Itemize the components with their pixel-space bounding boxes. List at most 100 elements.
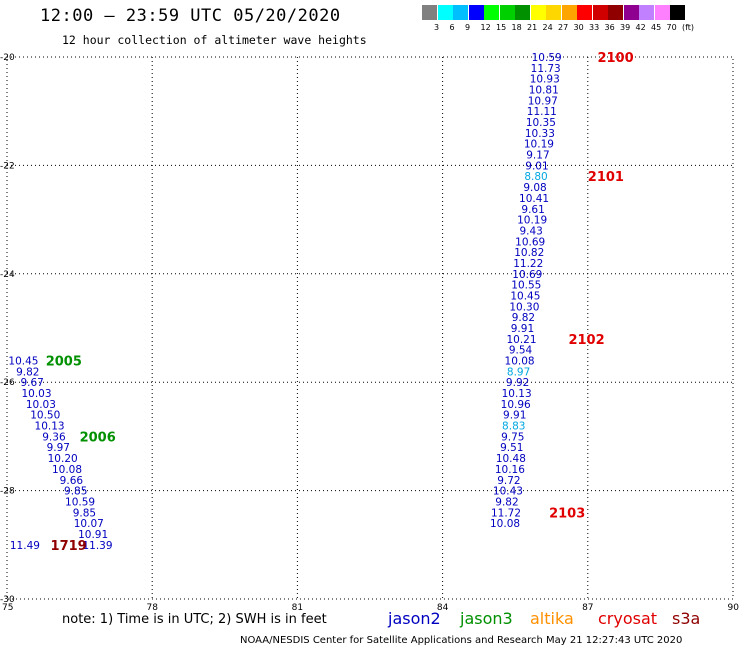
swh-value: 10.45 xyxy=(510,290,540,302)
swh-value: 11.11 xyxy=(527,106,557,118)
swh-value: 10.19 xyxy=(517,215,547,227)
swh-value: 9.51 xyxy=(500,442,523,454)
scale-swatch xyxy=(484,5,499,20)
swh-value: 9.17 xyxy=(526,150,549,162)
scale-label: 45 xyxy=(651,23,662,32)
swh-value: 9.54 xyxy=(509,345,533,357)
swh-value: 10.41 xyxy=(519,193,549,205)
chart-title: 12:00 — 23:59 UTC 05/20/2020 xyxy=(40,6,341,26)
satellite-legend-altika: altika xyxy=(530,609,574,628)
swh-value: 10.97 xyxy=(528,95,558,107)
swh-value: 10.03 xyxy=(26,399,56,411)
swh-value: 8.83 xyxy=(502,421,525,433)
swh-value: 11.73 xyxy=(531,63,561,75)
swh-value: 10.08 xyxy=(490,518,520,530)
scale-label: 15 xyxy=(496,23,507,32)
swh-value: 10.07 xyxy=(74,518,104,530)
swh-value: 9.85 xyxy=(73,507,96,519)
scale-swatch xyxy=(623,5,639,20)
swh-value: 11.39 xyxy=(82,540,112,552)
swh-value: 10.81 xyxy=(529,85,559,97)
scale-label: 39 xyxy=(620,23,631,32)
time-label: 1719 xyxy=(51,539,87,554)
scale-label: 24 xyxy=(542,23,553,32)
swh-value: 9.08 xyxy=(523,182,546,194)
swh-value: 10.69 xyxy=(515,236,545,248)
time-label: 2006 xyxy=(80,430,116,445)
scale-swatch xyxy=(561,5,577,20)
swh-value: 9.82 xyxy=(512,312,535,324)
swh-value: 10.08 xyxy=(52,464,82,476)
satellite-legend-cryosat: cryosat xyxy=(598,609,658,628)
scale-label: 42 xyxy=(635,23,646,32)
swh-value: 10.55 xyxy=(511,280,541,292)
scale-swatch xyxy=(608,5,623,20)
time-label: 2100 xyxy=(597,51,633,66)
swh-value: 9.75 xyxy=(501,431,524,443)
swh-value: 11.49 xyxy=(10,540,40,552)
swh-value: 10.35 xyxy=(526,117,556,129)
scale-label: 70 xyxy=(666,23,677,32)
scale-swatch xyxy=(530,5,546,20)
swh-value: 9.85 xyxy=(64,486,87,498)
y-tick-label: -24 xyxy=(0,270,15,280)
x-tick-label: 84 xyxy=(437,603,449,613)
scale-swatch xyxy=(592,5,608,20)
swh-value: 10.45 xyxy=(8,356,38,368)
swh-value: 10.30 xyxy=(509,301,539,313)
axis-ticks: 75 78 81 84 87 90 -20 -22 -24 -26 -28 -30 xyxy=(0,53,739,613)
swh-value: 9.91 xyxy=(503,410,526,422)
swh-value: 10.43 xyxy=(493,486,523,498)
swh-value: 9.43 xyxy=(519,225,542,237)
time-label: 2102 xyxy=(568,333,604,348)
scale-swatch xyxy=(639,5,654,20)
scale-label: 27 xyxy=(558,23,569,32)
time-label: 2101 xyxy=(588,170,624,185)
scale-swatch xyxy=(499,5,515,20)
swh-value: 9.92 xyxy=(506,377,529,389)
scale-swatch xyxy=(468,5,484,20)
swh-value: 9.97 xyxy=(47,442,70,454)
scale-swatch xyxy=(546,5,561,20)
time-label: 2103 xyxy=(549,506,585,521)
swh-value: 9.67 xyxy=(20,377,43,389)
satellite-legend-jason3: jason3 xyxy=(460,609,513,628)
scale-swatch xyxy=(453,5,468,20)
satellite-legend-s3a: s3a xyxy=(672,609,701,628)
plot-border xyxy=(6,56,734,600)
y-tick-label: -28 xyxy=(0,487,15,497)
swh-value: 9.66 xyxy=(60,475,84,487)
swh-value: 9.82 xyxy=(495,496,518,508)
x-tick-label: 75 xyxy=(2,603,13,613)
x-tick-label: 90 xyxy=(728,603,740,613)
scale-label: 9 xyxy=(465,23,471,32)
swh-value: 10.20 xyxy=(48,453,78,465)
scale-swatch xyxy=(670,5,685,20)
scale-label: 30 xyxy=(573,23,584,32)
scale-label: 3 xyxy=(434,23,440,32)
x-tick-label: 78 xyxy=(146,603,158,613)
swh-value: 10.08 xyxy=(505,356,535,368)
footnote: note: 1) Time is in UTC; 2) SWH is in fe… xyxy=(62,612,327,627)
y-tick-label: -20 xyxy=(0,53,15,63)
swh-value: 10.16 xyxy=(495,464,525,476)
time-annotations: 2100 2101 2102 2103 2005 2006 1719 xyxy=(46,51,634,554)
swh-value: 9.61 xyxy=(521,204,544,216)
scale-swatch xyxy=(437,5,453,20)
scale-label: 36 xyxy=(604,23,615,32)
swh-value: 10.50 xyxy=(30,410,60,422)
swh-value: 9.91 xyxy=(511,323,534,335)
swh-value: 10.48 xyxy=(496,453,526,465)
swh-value: 10.21 xyxy=(506,334,536,346)
chart-subtitle: 12 hour collection of altimeter wave hei… xyxy=(62,33,367,47)
scale-swatch xyxy=(515,5,530,20)
swh-value: 10.59 xyxy=(65,496,95,508)
swh-value: 10.82 xyxy=(514,247,544,259)
grid-lines xyxy=(6,56,734,600)
scale-label: 21 xyxy=(527,23,538,32)
scale-label: 33 xyxy=(589,23,600,32)
swh-value: 10.96 xyxy=(501,399,531,411)
swh-value: 8.80 xyxy=(524,171,547,183)
scale-label: 6 xyxy=(449,23,455,32)
